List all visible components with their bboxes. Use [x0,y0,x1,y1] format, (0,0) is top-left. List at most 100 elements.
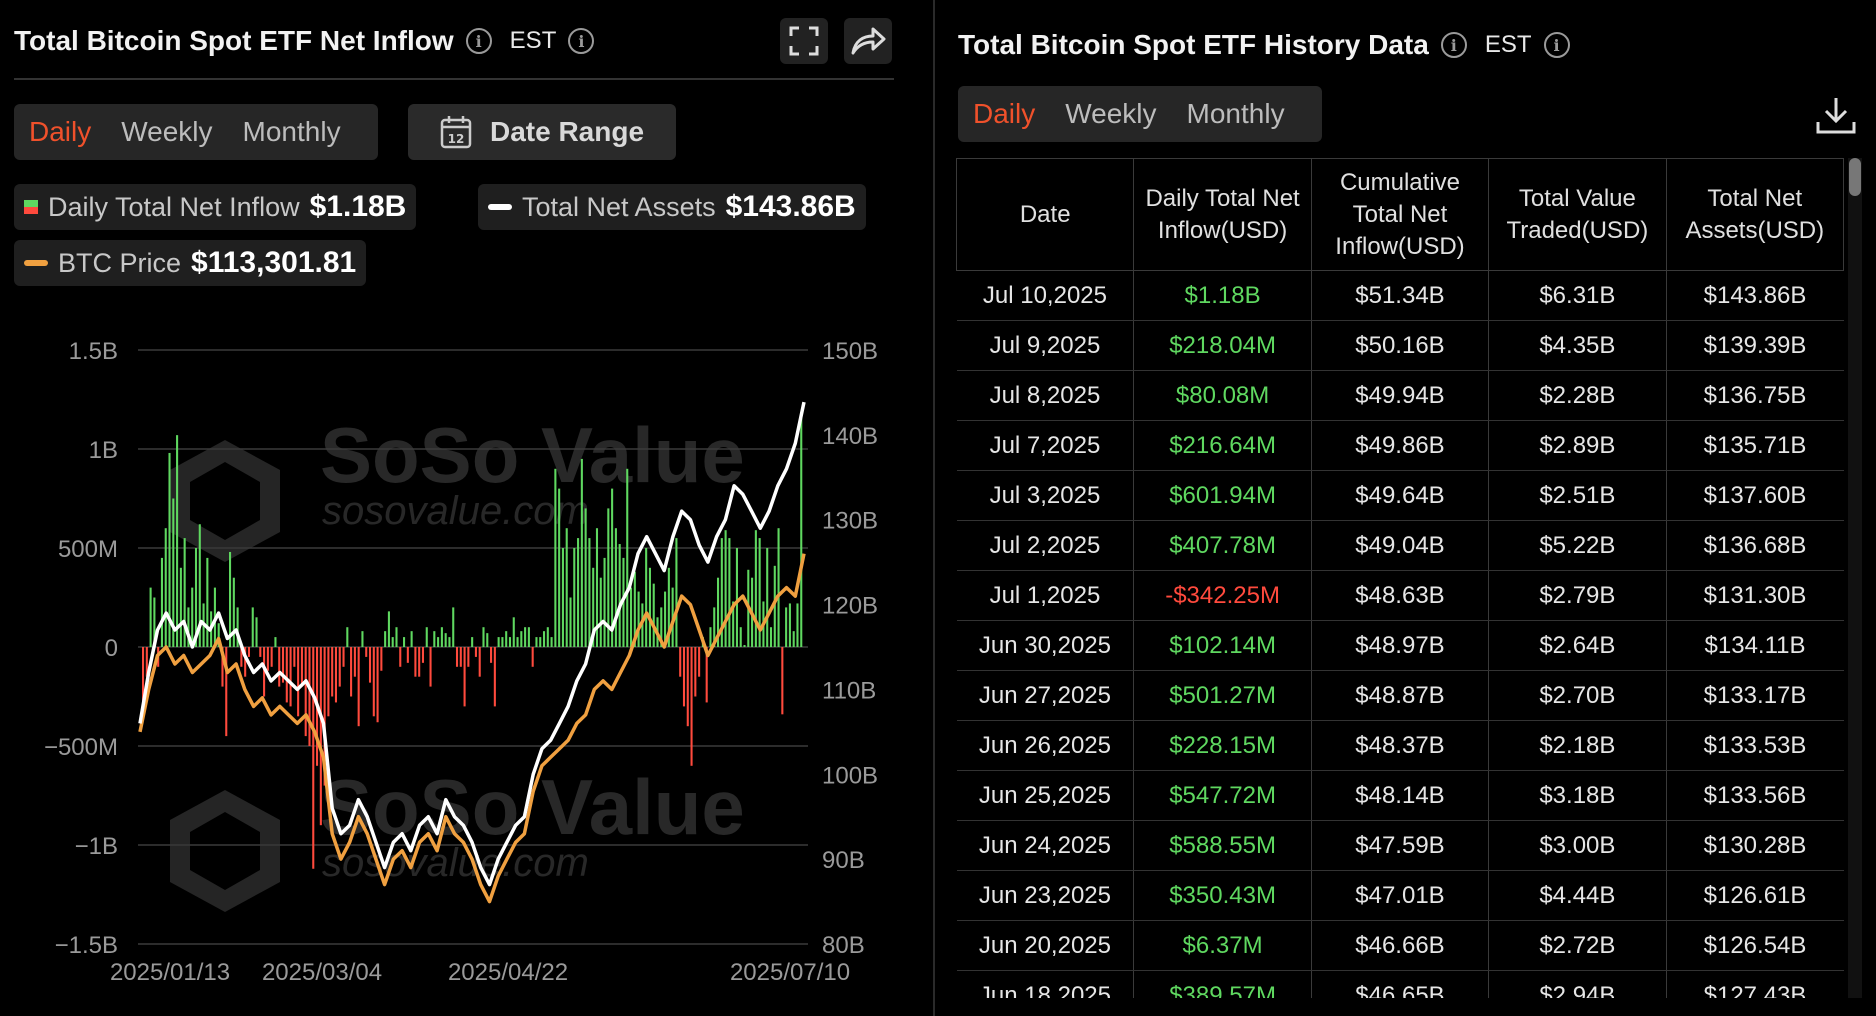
inflow-bar [172,498,175,647]
cell-date: Jun 26,2025 [956,720,1135,771]
expand-icon [789,26,819,56]
inflow-bar [240,647,243,667]
download-icon[interactable] [1814,94,1858,136]
inflow-bar [720,538,723,647]
inflow-bar [588,538,591,647]
table-row[interactable]: Jul 2,2025 $407.78M $49.04B $5.22B $136.68B [956,520,1844,571]
cell-daily-inflow: $501.27M [1133,670,1312,721]
col-header-net-assets[interactable]: Total Net Assets(USD) [1665,158,1844,271]
legend-net-inflow[interactable]: Daily Total Net Inflow $1.18B [14,184,417,230]
cell-net-assets: $126.61B [1666,870,1844,921]
inflow-bar [353,647,356,677]
cell-daily-inflow: $407.78M [1133,520,1312,571]
col-header-value-traded[interactable]: Total Value Traded(USD) [1488,158,1667,271]
x-tick-label: 2025/07/10 [730,959,850,986]
timezone-label: EST [1484,31,1532,58]
table-scroll-thumb[interactable] [1849,158,1861,196]
y-right-tick-label: 100B [822,762,878,789]
table-row[interactable]: Jul 10,2025 $1.18B $51.34B $6.31B $143.86B [956,270,1844,321]
cell-daily-inflow: -$342.25M [1133,570,1312,621]
inflow-bar [694,647,697,697]
legend-net-assets[interactable]: Total Net Assets $143.86B [478,184,866,230]
table-row[interactable]: Jun 25,2025 $547.72M $48.14B $3.18B $133.56B [956,770,1844,821]
btc-price-swatch-icon [24,260,48,266]
history-header: Total Bitcoin Spot ETF History Data i ES… [958,22,1570,68]
table-scrollbar[interactable] [1848,158,1862,998]
inflow-bar [206,557,209,647]
cell-cumulative-inflow: $51.34B [1311,270,1490,321]
cell-cumulative-inflow: $50.16B [1311,320,1490,371]
watermark-brand: SoSo Value [320,411,745,499]
table-row[interactable]: Jul 1,2025 -$342.25M $48.63B $2.79B $131.30B [956,570,1844,621]
col-header-daily-inflow[interactable]: Daily Total Net Inflow(USD) [1133,158,1312,271]
inflow-bar [467,647,470,667]
history-table-container[interactable]: Date Daily Total Net Inflow(USD) Cumulat… [956,158,1844,998]
table-row[interactable]: Jun 27,2025 $501.27M $48.87B $2.70B $133.17B [956,670,1844,721]
inflow-bar [183,538,186,647]
info-icon[interactable]: i [465,28,492,54]
table-row[interactable]: Jul 8,2025 $80.08M $49.94B $2.28B $136.75B [956,370,1844,421]
timezone-info-icon[interactable]: i [568,28,595,54]
inflow-bar [418,647,421,677]
inflow-bar [391,637,394,647]
timezone-info-icon[interactable]: i [1543,32,1570,58]
legend-btc-price[interactable]: BTC Price $113,301.81 [14,240,367,286]
inflow-bar [554,468,557,647]
inflow-bar [527,627,530,647]
calendar-day: 12 [448,132,465,146]
tab-monthly[interactable]: Monthly [242,116,341,147]
tab-daily[interactable]: Daily [29,116,92,147]
inflow-bar [645,548,648,647]
table-row[interactable]: Jul 9,2025 $218.04M $50.16B $4.35B $139.39B [956,320,1844,371]
table-row[interactable]: Jun 23,2025 $350.43M $47.01B $4.44B $126.61B [956,870,1844,921]
inflow-bar [758,538,761,647]
table-row[interactable]: Jul 7,2025 $216.64M $49.86B $2.89B $135.71B [956,420,1844,471]
inflow-bar [187,607,190,647]
table-row[interactable]: Jun 18,2025 $389.57M $46.65B $2.94B $127.43B [956,970,1844,998]
inflow-bar [524,627,527,647]
table-row[interactable]: Jun 24,2025 $588.55M $47.59B $3.00B $130.28B [956,820,1844,871]
y-right-tick-label: 150B [822,338,878,365]
inflow-bar [478,647,481,677]
info-icon[interactable]: i [1440,32,1467,58]
inflow-bar [145,647,148,677]
date-range-button[interactable]: 12 Date Range [408,104,676,160]
inflow-bar [785,607,788,647]
table-row[interactable]: Jun 30,2025 $102.14M $48.97B $2.64B $134.11B [956,620,1844,671]
inflow-bar [274,637,277,647]
inflow-bar [788,603,791,647]
watermark-logo-icon [170,790,280,912]
table-row[interactable]: Jun 26,2025 $228.15M $48.37B $2.18B $133.53B [956,720,1844,771]
table-row[interactable]: Jul 3,2025 $601.94M $49.64B $2.51B $137.60B [956,470,1844,521]
inflow-bar [338,647,341,687]
col-header-cumulative-inflow[interactable]: Cumulative Total Net Inflow(USD) [1310,158,1490,271]
inflow-bar [539,637,542,647]
legend-value: $113,301.81 [191,246,357,279]
inflow-bar [387,611,390,647]
cell-daily-inflow: $6.37M [1133,920,1312,971]
inflow-bar [217,623,220,647]
inflow-bar [705,647,708,703]
tab-daily[interactable]: Daily [973,98,1036,129]
tab-monthly[interactable]: Monthly [1186,98,1285,129]
cell-net-assets: $126.54B [1666,920,1844,971]
fullscreen-button[interactable] [780,18,828,64]
tab-weekly[interactable]: Weekly [121,116,213,147]
cell-date: Jun 23,2025 [956,870,1135,921]
inflow-bar [614,528,617,647]
inflow-bar [225,647,228,737]
inflow-bar [372,647,375,717]
cell-date: Jul 7,2025 [956,420,1135,471]
inflow-bar [626,468,629,647]
inflow-bar [164,528,167,647]
y-left-tick-label: 1B [89,437,118,464]
tab-weekly[interactable]: Weekly [1065,98,1157,129]
share-button[interactable] [844,18,892,64]
cell-net-assets: $139.39B [1666,320,1844,371]
cell-date: Jun 24,2025 [956,820,1135,871]
table-row[interactable]: Jun 20,2025 $6.37M $46.66B $2.72B $126.54B [956,920,1844,971]
inflow-bar [365,647,368,657]
y-left-tick-label: −1.5B [55,932,118,959]
col-header-date[interactable]: Date [956,158,1135,271]
